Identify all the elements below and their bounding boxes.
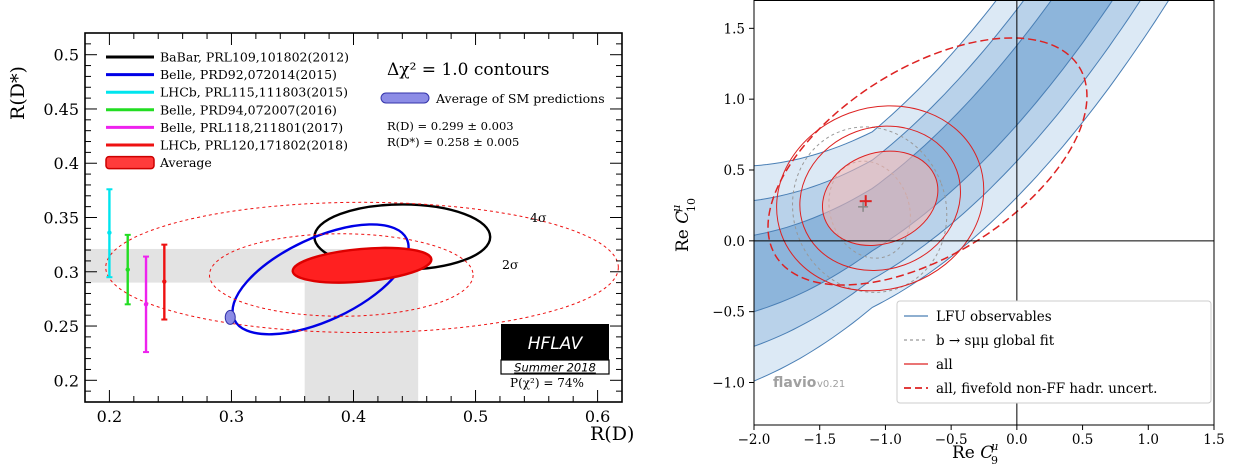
legend: LFU observables b → sμμ global fit all all,… <box>896 300 1212 404</box>
x-tick-label: −1.5 <box>803 432 836 448</box>
y-tick-label: −0.5 <box>712 305 745 321</box>
x-axis-sub: 9 <box>991 454 998 465</box>
legend-item: LHCb, PRL115,111803(2015) <box>106 85 348 100</box>
best-fit-marker <box>859 195 872 208</box>
y-tick-label: 0.5 <box>724 163 745 179</box>
svg-text:Re C: Re C <box>952 443 993 463</box>
x-tick-label: 1.0 <box>1138 432 1159 448</box>
y-axis-label: R(D*) <box>7 66 29 120</box>
legend-label: Average <box>159 155 212 170</box>
legend-item: Average <box>105 155 212 170</box>
contour-global-2- <box>792 126 948 293</box>
x-tick-label: −0.5 <box>935 432 968 448</box>
legend-item: LHCb, PRL120,171802(2018) <box>106 138 348 153</box>
legend-item: LFU observables <box>904 309 1052 325</box>
x-axis-label: Re C μ 9 <box>952 440 998 465</box>
legend-label: Belle, PRD94,072007(2016) <box>160 102 337 117</box>
flavio-version: v0.21 <box>817 379 845 390</box>
sm-rd-text: R(D) = 0.299 ± 0.003 <box>387 119 514 133</box>
hflav-title: HFLAV <box>528 334 584 354</box>
hflav-chart: 0.2 0.3 0.4 0.5 0.60.20.250.30.350.40.450.5 … <box>7 32 634 445</box>
y-axis-label: Re C μ 10 <box>670 198 698 252</box>
legend-label: LHCb, PRL120,171802(2018) <box>160 138 348 153</box>
y-axis-sup: μ <box>670 205 683 212</box>
ellipse-4- <box>105 201 619 334</box>
x-tick-label: −2.0 <box>738 432 771 448</box>
x-tick-label: 0.4 <box>341 407 366 426</box>
x-tick-label: 1.5 <box>1203 432 1224 448</box>
x-axis-label: R(D) <box>590 423 634 445</box>
legend-item: b → sμμ global fit <box>904 333 1055 349</box>
legend: BaBar, PRL109,101802(2012) Belle, PRD92,0… <box>105 50 349 170</box>
legend-item: all <box>904 357 953 373</box>
sm-prediction-point <box>224 309 236 325</box>
best-fit-points <box>858 195 872 212</box>
ellipse-2- <box>208 233 474 317</box>
error-bar-belle-2017 <box>143 255 150 354</box>
pchi2-label: P(χ²) = 74% <box>510 376 584 390</box>
sigma2-label: 2σ <box>502 257 519 272</box>
hflav-subtitle: Summer 2018 <box>514 361 596 375</box>
legend-item: Belle, PRD92,072014(2015) <box>106 67 337 82</box>
svg-text:Re C: Re C <box>673 211 693 252</box>
y-axis-sub: 10 <box>685 198 698 212</box>
sm-rdstar-text: R(D*) = 0.258 ± 0.005 <box>387 135 519 149</box>
error-bar-lhcb-2015 <box>106 188 113 279</box>
legend-item: all, fivefold non-FF hadr. uncert. <box>904 381 1157 397</box>
error-bars <box>106 188 168 354</box>
sm-point <box>224 309 236 325</box>
legend-label: BaBar, PRL109,101802(2012) <box>160 50 349 65</box>
y-tick-label: 1.0 <box>724 92 745 108</box>
x-tick-label: 0.3 <box>219 407 244 426</box>
flavio-watermark: flavio <box>773 375 817 391</box>
y-tick-label: 1.5 <box>724 21 745 37</box>
y-tick-label: 0.25 <box>43 317 79 336</box>
x-tick-label: 0.6 <box>585 407 610 426</box>
x-tick-label: 0.0 <box>1006 432 1027 448</box>
y-tick-label: 0.45 <box>43 100 79 119</box>
error-bar-lhcb-2018 <box>161 243 168 321</box>
hflav-logo: HFLAV Summer 2018 <box>500 324 610 375</box>
y-tick-label: 0.3 <box>54 263 79 282</box>
axis-ticks: 0.2 0.3 0.4 0.5 0.6 0.2 0.25 0.3 0.35 0.4 0.45 0.5 <box>43 32 623 426</box>
x-tick-label: 0.2 <box>97 407 122 426</box>
contour-label: Δχ² = 1.0 contours <box>387 60 549 80</box>
y-tick-label: 0.5 <box>54 46 79 65</box>
legend-label: LHCb, PRL115,111803(2015) <box>160 85 348 100</box>
legend-label: b → sμμ global fit <box>936 333 1055 349</box>
legend-label: all, fivefold non-FF hadr. uncert. <box>936 381 1157 397</box>
x-tick-label: 0.5 <box>463 407 488 426</box>
sigma4-label: 4σ <box>530 210 547 225</box>
y-tick-label: 0.0 <box>724 234 745 250</box>
contour-all-2- <box>799 125 961 271</box>
legend-item: Belle, PRD94,072007(2016) <box>106 102 337 117</box>
legend-label: Belle, PRD92,072014(2015) <box>160 67 337 82</box>
flavio-chart: −2.0 −1.5 −1.0 −0.5 0.0 0.5 1.0 1.5 −1.0 −0.5 0.0 0… <box>670 0 1225 465</box>
fit-contours <box>767 37 1088 293</box>
legend-label: all <box>936 357 953 373</box>
x-axis-sup: μ <box>991 440 998 453</box>
y-tick-label: −1.0 <box>712 376 745 392</box>
legend-label: LFU observables <box>936 309 1052 325</box>
legend-item: Belle, PRL118,211801(2017) <box>106 120 343 135</box>
plot-frame <box>753 0 1215 426</box>
ellipse-average <box>291 246 433 284</box>
global-fit-marker <box>858 201 869 212</box>
legend-label: Belle, PRL118,211801(2017) <box>160 120 343 135</box>
axis-ticks: −2.0 −1.5 −1.0 −0.5 0.0 0.5 1.0 1.5 −1.0 −0.5 0.0 0… <box>712 21 1225 448</box>
sm-label: Average of SM predictions <box>435 91 605 106</box>
y-tick-label: 0.35 <box>43 209 79 228</box>
x-tick-label: −1.0 <box>869 432 902 448</box>
legend-item: BaBar, PRL109,101802(2012) <box>106 50 349 65</box>
y-tick-label: 0.4 <box>54 154 79 173</box>
x-tick-label: 0.5 <box>1072 432 1093 448</box>
measurement-ellipses <box>105 201 619 336</box>
y-tick-label: 0.2 <box>54 371 79 390</box>
contour-all-3- <box>776 105 985 292</box>
sm-legend-swatch <box>380 92 430 104</box>
error-bar-belle-2016 <box>124 233 131 306</box>
